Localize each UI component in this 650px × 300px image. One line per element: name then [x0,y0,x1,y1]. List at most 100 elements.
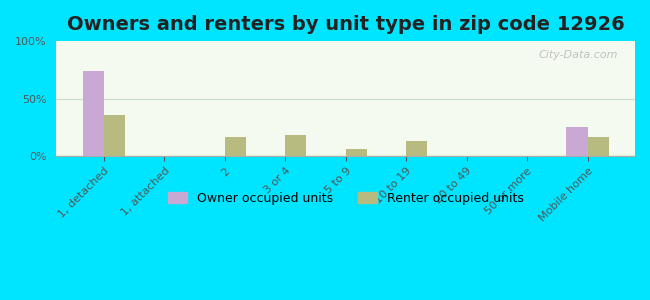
Bar [57,101,635,154]
Bar [57,84,635,154]
Bar [588,136,608,156]
Bar [57,45,635,154]
Bar [57,155,635,156]
Bar [57,55,635,154]
Bar [57,133,635,155]
Bar [57,99,635,154]
Bar [57,135,635,155]
Bar [57,54,635,154]
Bar [57,96,635,154]
Bar [57,62,635,154]
Bar [57,142,635,155]
Bar [57,141,635,155]
Bar [406,141,427,156]
Bar [57,95,635,154]
Bar [346,149,367,156]
Title: Owners and renters by unit type in zip code 12926: Owners and renters by unit type in zip c… [67,15,625,34]
Bar [57,126,635,155]
Bar [57,139,635,155]
Bar [57,146,635,155]
Bar [57,92,635,154]
Bar [57,88,635,154]
Bar [57,50,635,154]
Bar [57,122,635,154]
Bar [57,106,635,154]
Bar [57,70,635,154]
Bar [57,48,635,154]
Bar [57,56,635,154]
Bar [57,42,635,154]
Bar [57,148,635,155]
Bar [57,81,635,154]
Bar [57,61,635,154]
Bar [57,118,635,154]
Bar [57,69,635,154]
Bar [57,140,635,155]
Bar [57,110,635,154]
Bar [57,128,635,155]
Legend: Owner occupied units, Renter occupied units: Owner occupied units, Renter occupied un… [163,187,528,210]
Bar [57,78,635,154]
Bar [57,116,635,154]
Bar [57,63,635,154]
Bar [57,59,635,154]
Bar [57,119,635,154]
Bar [57,114,635,154]
Bar [57,49,635,154]
Bar [57,132,635,155]
Bar [57,111,635,154]
Bar [57,52,635,154]
Bar [57,65,635,154]
Bar [225,136,246,156]
Bar [57,68,635,154]
Bar [57,128,635,155]
Bar [57,100,635,154]
Bar [57,46,635,154]
Bar [57,44,635,154]
Bar [57,76,635,154]
Bar [57,89,635,154]
Bar [57,52,635,154]
Bar [57,117,635,154]
Bar [57,102,635,154]
Bar [57,123,635,154]
Bar [566,128,588,156]
Bar [57,150,635,155]
Bar [57,98,635,154]
Bar [57,107,635,154]
Bar [57,73,635,154]
Bar [57,79,635,154]
Bar [57,66,635,154]
Bar [57,134,635,155]
Bar [285,135,306,156]
Bar [57,147,635,155]
Bar [57,93,635,154]
Bar [57,124,635,155]
Bar [57,104,635,154]
Bar [57,86,635,154]
Bar [57,125,635,155]
Bar [57,85,635,154]
Bar [57,143,635,155]
Bar [57,94,635,154]
Bar [57,103,635,154]
Bar [57,77,635,154]
Bar [104,115,125,156]
Bar [57,154,635,155]
Bar [57,138,635,155]
Bar [57,87,635,154]
Bar [57,91,635,154]
Bar [57,112,635,154]
Bar [57,58,635,154]
Bar [57,72,635,154]
Bar [57,136,635,155]
Bar [57,130,635,155]
Bar [57,115,635,154]
Text: City-Data.com: City-Data.com [538,50,617,60]
Bar [57,57,635,154]
Bar [57,109,635,154]
Bar [83,71,104,156]
Bar [57,71,635,154]
Bar [57,153,635,155]
Bar [57,145,635,155]
